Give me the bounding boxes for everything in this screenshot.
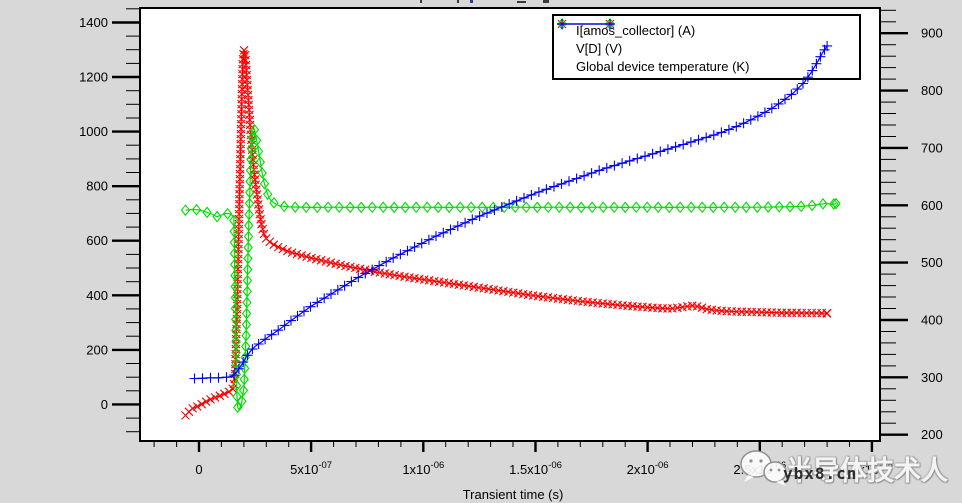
svg-text:400: 400 bbox=[921, 313, 943, 328]
svg-text:1400: 1400 bbox=[79, 15, 108, 30]
legend-item-drain-voltage: V[D] (V) bbox=[554, 18, 859, 57]
svg-text:400: 400 bbox=[86, 288, 108, 303]
legend-item-device-temperature: Global device temperature (K) bbox=[554, 19, 859, 75]
svg-text:3x10-06: 3x10-06 bbox=[851, 460, 893, 477]
svg-text:0: 0 bbox=[195, 462, 202, 477]
legend-label-collector-current: I[amos_collector] (A) bbox=[576, 22, 696, 38]
svg-text:1000: 1000 bbox=[79, 124, 108, 139]
svg-text:200: 200 bbox=[86, 342, 108, 357]
x-axis-title: Transient time (s) bbox=[462, 487, 564, 502]
clipped-title-fragment bbox=[517, 1, 526, 3]
svg-text:1200: 1200 bbox=[79, 70, 108, 85]
svg-text:800: 800 bbox=[86, 179, 108, 194]
svg-text:0: 0 bbox=[101, 397, 108, 412]
watermark-site-text: ybx8.cn bbox=[783, 464, 858, 483]
svg-text:2x10-06: 2x10-06 bbox=[627, 460, 669, 477]
svg-text:600: 600 bbox=[86, 233, 108, 248]
clipped-title-fragment bbox=[457, 0, 459, 3]
legend-label-device-temperature: Global device temperature (K) bbox=[576, 58, 750, 74]
svg-text:1.5x10-06: 1.5x10-06 bbox=[509, 460, 562, 477]
clipped-title-fragment bbox=[470, 0, 473, 3]
svg-text:2.5x10-06: 2.5x10-06 bbox=[733, 460, 786, 477]
legend: I[amos_collector] (A) V[D] (V) Global de… bbox=[552, 14, 861, 80]
svg-text:800: 800 bbox=[921, 83, 943, 98]
svg-text:500: 500 bbox=[921, 255, 943, 270]
svg-text:300: 300 bbox=[921, 370, 943, 385]
svg-text:5x10-07: 5x10-07 bbox=[290, 460, 332, 477]
legend-label-drain-voltage: V[D] (V) bbox=[576, 40, 623, 56]
svg-text:600: 600 bbox=[921, 198, 943, 213]
legend-item-collector-current: I[amos_collector] (A) bbox=[554, 19, 859, 39]
clipped-title-fragment bbox=[543, 0, 549, 3]
clipped-title-fragment bbox=[420, 0, 422, 3]
svg-text:900: 900 bbox=[921, 26, 943, 41]
svg-text:700: 700 bbox=[921, 140, 943, 155]
svg-text:1x10-06: 1x10-06 bbox=[402, 460, 444, 477]
svg-text:200: 200 bbox=[921, 427, 943, 442]
watermark-cn-text: 半导体技术人 bbox=[786, 456, 948, 486]
